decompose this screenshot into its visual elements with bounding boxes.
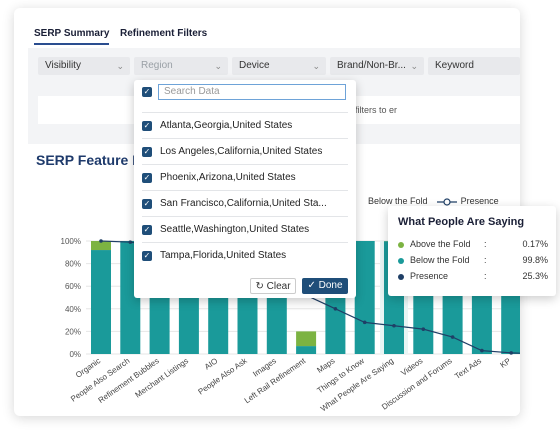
region-option[interactable]: ✓ Los Angeles,California,United States — [142, 138, 348, 165]
presence-point[interactable] — [509, 351, 513, 355]
x-tick-label: AIO — [203, 356, 219, 371]
tooltip-row-below: Below the Fold:99.8% — [398, 254, 548, 268]
presence-point[interactable] — [333, 307, 338, 311]
presence-point[interactable] — [480, 348, 484, 353]
tooltip-value: 25.3% — [522, 271, 548, 281]
option-label: Atlanta,Georgia,United States — [160, 120, 293, 131]
region-option[interactable]: ✓ San Francisco,California,United Sta... — [142, 190, 348, 217]
select-all-checkbox[interactable]: ✓ — [142, 87, 152, 97]
option-label: Tampa,Florida,United States — [160, 250, 287, 261]
presence-point[interactable] — [450, 335, 455, 339]
bar-above-the-fold[interactable] — [296, 331, 317, 347]
option-checkbox[interactable]: ✓ — [142, 121, 152, 131]
filter-brand[interactable]: Brand/Non-Br... ⌄ — [330, 57, 424, 75]
x-tick-label: People Also Ask — [196, 356, 249, 397]
tooltip-row-presence: Presence:25.3% — [398, 270, 548, 284]
y-tick-label: 20% — [65, 327, 81, 336]
tooltip-name: Above the Fold — [410, 239, 471, 249]
presence-point[interactable] — [392, 323, 396, 328]
y-tick-label: 100% — [61, 237, 81, 246]
tooltip-name: Presence — [410, 271, 449, 281]
filter-keyword[interactable]: Keyword — [428, 57, 520, 75]
x-tick-label: Text Ads — [453, 356, 483, 381]
clear-button[interactable]: ↻ Clear — [250, 278, 296, 294]
x-tick-label: KP — [498, 356, 512, 369]
y-tick-label: 60% — [65, 282, 81, 291]
filter-visibility[interactable]: Visibility ⌄ — [38, 57, 130, 75]
refresh-icon: ↻ — [255, 281, 264, 292]
legend-presence-marker — [437, 198, 458, 206]
y-tick-label: 40% — [65, 305, 81, 314]
chevron-down-icon: ⌄ — [214, 61, 222, 71]
bar-below-the-fold[interactable] — [354, 241, 375, 354]
option-label: Phoenix,Arizona,United States — [160, 172, 296, 183]
filter-device-label: Device — [239, 60, 270, 71]
chevron-down-icon: ⌄ — [312, 61, 320, 71]
filter-device[interactable]: Device ⌄ — [232, 57, 326, 75]
presence-point[interactable] — [362, 320, 367, 325]
x-tick-label: Maps — [315, 356, 336, 375]
presence-dot-icon — [398, 274, 404, 280]
done-label: Done — [318, 280, 343, 291]
filter-visibility-label: Visibility — [45, 60, 81, 71]
presence-point[interactable] — [421, 327, 426, 331]
chart-legend: Below the Fold Presence — [368, 196, 499, 206]
tooltip-title: What People Are Saying — [398, 216, 525, 228]
presence-point[interactable] — [99, 239, 103, 243]
x-tick-label: Videos — [399, 356, 424, 377]
legend-below-label: Below the Fold — [368, 196, 428, 206]
chevron-down-icon: ⌄ — [410, 61, 418, 71]
filter-brand-label: Brand/Non-Br... — [337, 60, 406, 71]
tab-refinement-filters[interactable]: Refinement Filters — [120, 28, 208, 39]
region-option[interactable]: ✓ Atlanta,Georgia,United States — [142, 112, 348, 139]
tab-serp-summary[interactable]: SERP Summary — [34, 28, 110, 45]
presence-point[interactable] — [128, 240, 133, 244]
clear-label: Clear — [266, 281, 291, 292]
option-checkbox[interactable]: ✓ — [142, 173, 152, 183]
check-circle-icon: ✓ — [307, 280, 316, 291]
bar-below-the-fold[interactable] — [91, 250, 111, 354]
region-dropdown-panel: ✓ Search Data ✓ Atlanta,Georgia,United St… — [134, 80, 356, 298]
region-option[interactable]: ✓ Phoenix,Arizona,United States — [142, 164, 348, 191]
filter-region-label: Region — [141, 60, 173, 71]
y-tick-label: 80% — [65, 260, 81, 269]
above-dot-icon — [398, 242, 404, 248]
option-label: San Francisco,California,United Sta... — [160, 198, 327, 209]
option-label: Seattle,Washington,United States — [160, 224, 310, 235]
tab-bar: SERP Summary Refinement Filters — [14, 8, 520, 45]
section-title: SERP Feature P — [36, 152, 142, 168]
region-option[interactable]: ✓ Seattle,Washington,United States — [142, 216, 348, 243]
option-checkbox[interactable]: ✓ — [142, 199, 152, 209]
filter-keyword-label: Keyword — [435, 60, 474, 71]
tooltip-value: 99.8% — [522, 255, 548, 265]
chevron-down-icon: ⌄ — [116, 61, 124, 71]
search-input[interactable]: Search Data — [158, 84, 346, 100]
bar-below-the-fold[interactable] — [296, 346, 317, 354]
done-button[interactable]: ✓ Done — [302, 278, 348, 294]
bar-above-the-fold[interactable] — [91, 241, 111, 251]
tooltip-row-above: Above the Fold:0.17% — [398, 238, 548, 252]
y-tick-label: 0% — [69, 350, 81, 359]
option-checkbox[interactable]: ✓ — [142, 225, 152, 235]
option-checkbox[interactable]: ✓ — [142, 251, 152, 261]
legend-presence-label: Presence — [460, 196, 499, 206]
region-option[interactable]: ✓ Tampa,Florida,United States — [142, 242, 348, 269]
x-tick-label: Merchant Listings — [134, 356, 191, 399]
option-label: Los Angeles,California,United States — [160, 146, 323, 157]
tooltip-name: Below the Fold — [410, 255, 470, 265]
chart-tooltip: What People Are Saying Above the Fold:0.… — [388, 206, 556, 296]
tooltip-value: 0.17% — [522, 239, 548, 249]
filter-region[interactable]: Region ⌄ — [134, 57, 228, 75]
below-dot-icon — [398, 258, 404, 264]
option-checkbox[interactable]: ✓ — [142, 147, 152, 157]
